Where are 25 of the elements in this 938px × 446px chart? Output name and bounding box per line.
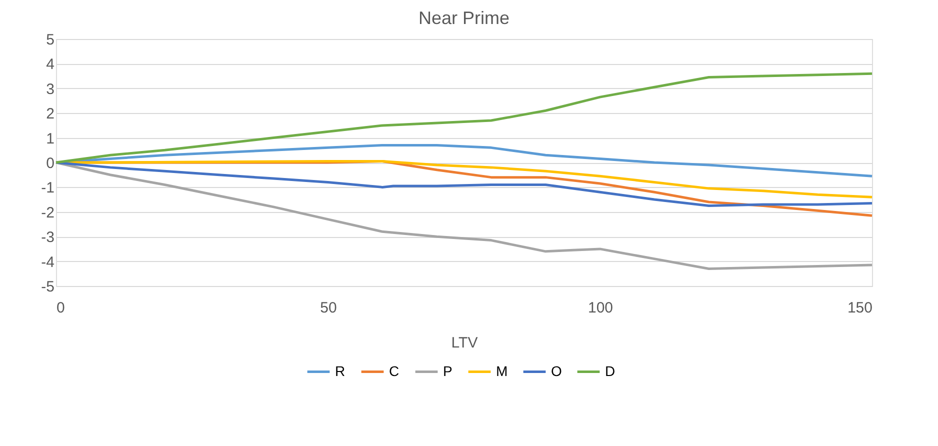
line-series [54,161,874,207]
y-tick-label: -1 [41,180,54,197]
y-tick-label: 3 [46,80,54,98]
x-tick-label: 150 [847,300,872,316]
y-tick-label: 5 [46,32,54,48]
legend-label: R [335,362,346,379]
legend-label: C [389,362,400,379]
line-series [54,72,874,164]
x-axis-title: LTV [451,334,478,352]
y-tick-label: -4 [41,254,54,271]
x-tick-label: 100 [588,300,614,316]
legend-label: D [605,362,616,379]
y-tick-label: 1 [46,130,54,148]
y-tick-label: 2 [46,106,54,123]
legend-label: M [496,362,508,379]
legend-label: P [443,362,452,379]
y-tick-label: -2 [41,204,54,222]
chart-title: Near Prime [418,8,510,28]
y-tick-label: -5 [41,278,54,296]
y-tick-label: -3 [41,229,54,246]
x-tick-label: 50 [320,300,337,316]
x-tick-label: 0 [56,300,65,316]
y-tick-label: 0 [46,155,54,172]
legend-label: O [551,362,562,379]
y-tick-label: 4 [46,56,54,74]
